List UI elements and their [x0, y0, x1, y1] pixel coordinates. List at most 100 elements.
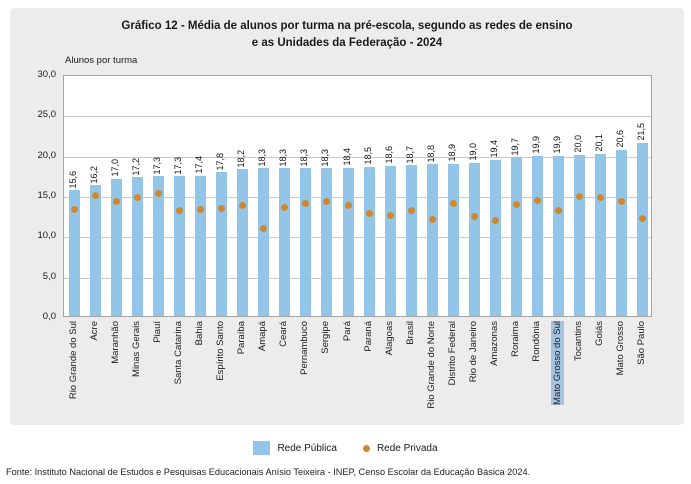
bar-value-label: 20,1: [593, 134, 604, 152]
bar: [552, 155, 564, 316]
rede-privada-dot: [575, 192, 583, 200]
bar-value-label: 17,3: [152, 156, 163, 175]
bar: [69, 190, 80, 316]
bar: [237, 169, 249, 316]
bar: [510, 157, 522, 316]
x-axis-label: Amazonas: [488, 321, 500, 366]
bar: [300, 168, 312, 316]
x-axis-label: Rio de Janeiro: [467, 321, 479, 383]
rede-privada-dot: [92, 191, 100, 199]
y-axis-tick-label: 0,0: [42, 311, 56, 322]
y-axis-tick-label: 10,0: [37, 230, 57, 242]
source-note: Fonte: Instituto Nacional de Estudos e P…: [6, 467, 531, 477]
bar-value-label: 19,9: [551, 135, 562, 154]
bar: [153, 176, 165, 316]
bar-value-label: 18,2: [236, 149, 247, 168]
x-axis-label: Alagoas: [383, 321, 395, 356]
rede-privada-dot: [323, 198, 331, 206]
chart-title: Gráfico 12 - Média de alunos por turma n…: [10, 18, 684, 52]
legend-label-rede-publica: Rede Pública: [277, 442, 337, 454]
bar-value-label: 19,0: [467, 143, 478, 161]
bar-value-label: 16,2: [89, 165, 100, 184]
rede-privada-dot: [113, 198, 121, 206]
bar: [384, 166, 396, 316]
bar-value-label: 17,2: [131, 157, 142, 176]
rede-privada-dot: [281, 204, 289, 211]
bar: [489, 159, 501, 316]
rede-privada-dot: [386, 212, 394, 220]
bar: [279, 168, 291, 316]
x-axis-label: Rio Grande do Norte: [425, 321, 437, 409]
bar-value-label: 19,4: [488, 139, 499, 158]
rede-privada-dot: [134, 194, 142, 202]
x-axis-label: São Paulo: [636, 321, 647, 365]
rede-privada-dot: [596, 193, 604, 201]
rede-privada-dot: [617, 198, 625, 206]
rede-privada-dot: [197, 206, 205, 214]
rede-privada-swatch-icon: [362, 444, 370, 452]
rede-privada-dot: [449, 200, 457, 207]
bar-value-label: 20,0: [572, 135, 583, 153]
rede-privada-dot: [470, 212, 478, 220]
x-axis-label: Pernambuco: [299, 321, 311, 375]
bar-value-label: 17,4: [194, 156, 205, 174]
rede-privada-dot: [428, 216, 436, 224]
rede-publica-swatch-icon: [253, 441, 271, 455]
x-axis-label: Pará: [341, 321, 353, 342]
bar: [468, 162, 480, 316]
bar-value-label: 17,8: [215, 152, 226, 171]
bar-value-label: 18,9: [446, 144, 457, 162]
gridline: [64, 156, 651, 158]
x-axis-label: Paraíba: [236, 321, 248, 355]
y-axis-tick-label: 30,0: [37, 69, 57, 80]
bar-value-label: 18,3: [299, 148, 310, 167]
gridline: [64, 197, 651, 198]
bar-value-label: 21,5: [636, 123, 646, 141]
bar-value-label: 18,8: [425, 144, 436, 163]
bar: [637, 142, 648, 316]
bar: [363, 166, 375, 316]
x-axis-label: Brasil: [404, 321, 416, 345]
bar-value-label: 20,6: [614, 130, 625, 148]
rede-privada-dot: [239, 201, 247, 209]
gridline: [64, 237, 651, 239]
rede-privada-dot: [344, 201, 352, 209]
bar: [615, 149, 627, 316]
bar-value-label: 19,9: [530, 135, 541, 154]
plot-area: [63, 75, 652, 317]
x-axis-label: Maranhão: [110, 321, 122, 364]
y-axis-tick-label: 20,0: [37, 149, 57, 161]
rede-privada-dot: [512, 200, 520, 208]
bar-value-label: 18,6: [383, 146, 394, 164]
bar-value-label: 17,0: [110, 159, 121, 177]
bar: [111, 178, 123, 316]
bar: [426, 164, 438, 316]
chart-title-line1: Gráfico 12 - Média de alunos por turma n…: [121, 20, 573, 32]
x-axis-label: Roraima: [509, 321, 521, 357]
rede-privada-dot: [176, 207, 184, 215]
rede-privada-dot: [71, 206, 78, 214]
x-axis-label: Bahia: [194, 321, 206, 346]
x-axis-label: Rondônia: [530, 321, 542, 362]
y-axis-title: Alunos por turma: [65, 55, 138, 66]
bar: [405, 165, 417, 316]
rede-privada-dot: [260, 225, 268, 232]
bar: [321, 168, 333, 316]
y-axis-tick-label: 5,0: [42, 270, 56, 282]
rede-privada-dot: [302, 200, 310, 207]
legend-label-rede-privada: Rede Privada: [376, 442, 438, 454]
x-axis-label: Amapá: [257, 321, 269, 352]
rede-privada-dot: [407, 207, 415, 215]
x-axis-label: Minas Gerais: [131, 321, 143, 377]
rede-privada-dot: [554, 207, 562, 215]
bar-value-label: 18,7: [404, 145, 415, 164]
x-axis-label: Piauí: [152, 321, 164, 343]
rede-privada-dot: [218, 204, 226, 212]
bar-value-label: 18,5: [362, 147, 373, 165]
rede-privada-dot: [155, 190, 163, 198]
x-axis-label: Tocantins: [572, 321, 584, 362]
bar-value-label: 19,7: [509, 137, 520, 156]
bar: [447, 163, 459, 316]
bar-value-label: 18,4: [341, 148, 352, 166]
